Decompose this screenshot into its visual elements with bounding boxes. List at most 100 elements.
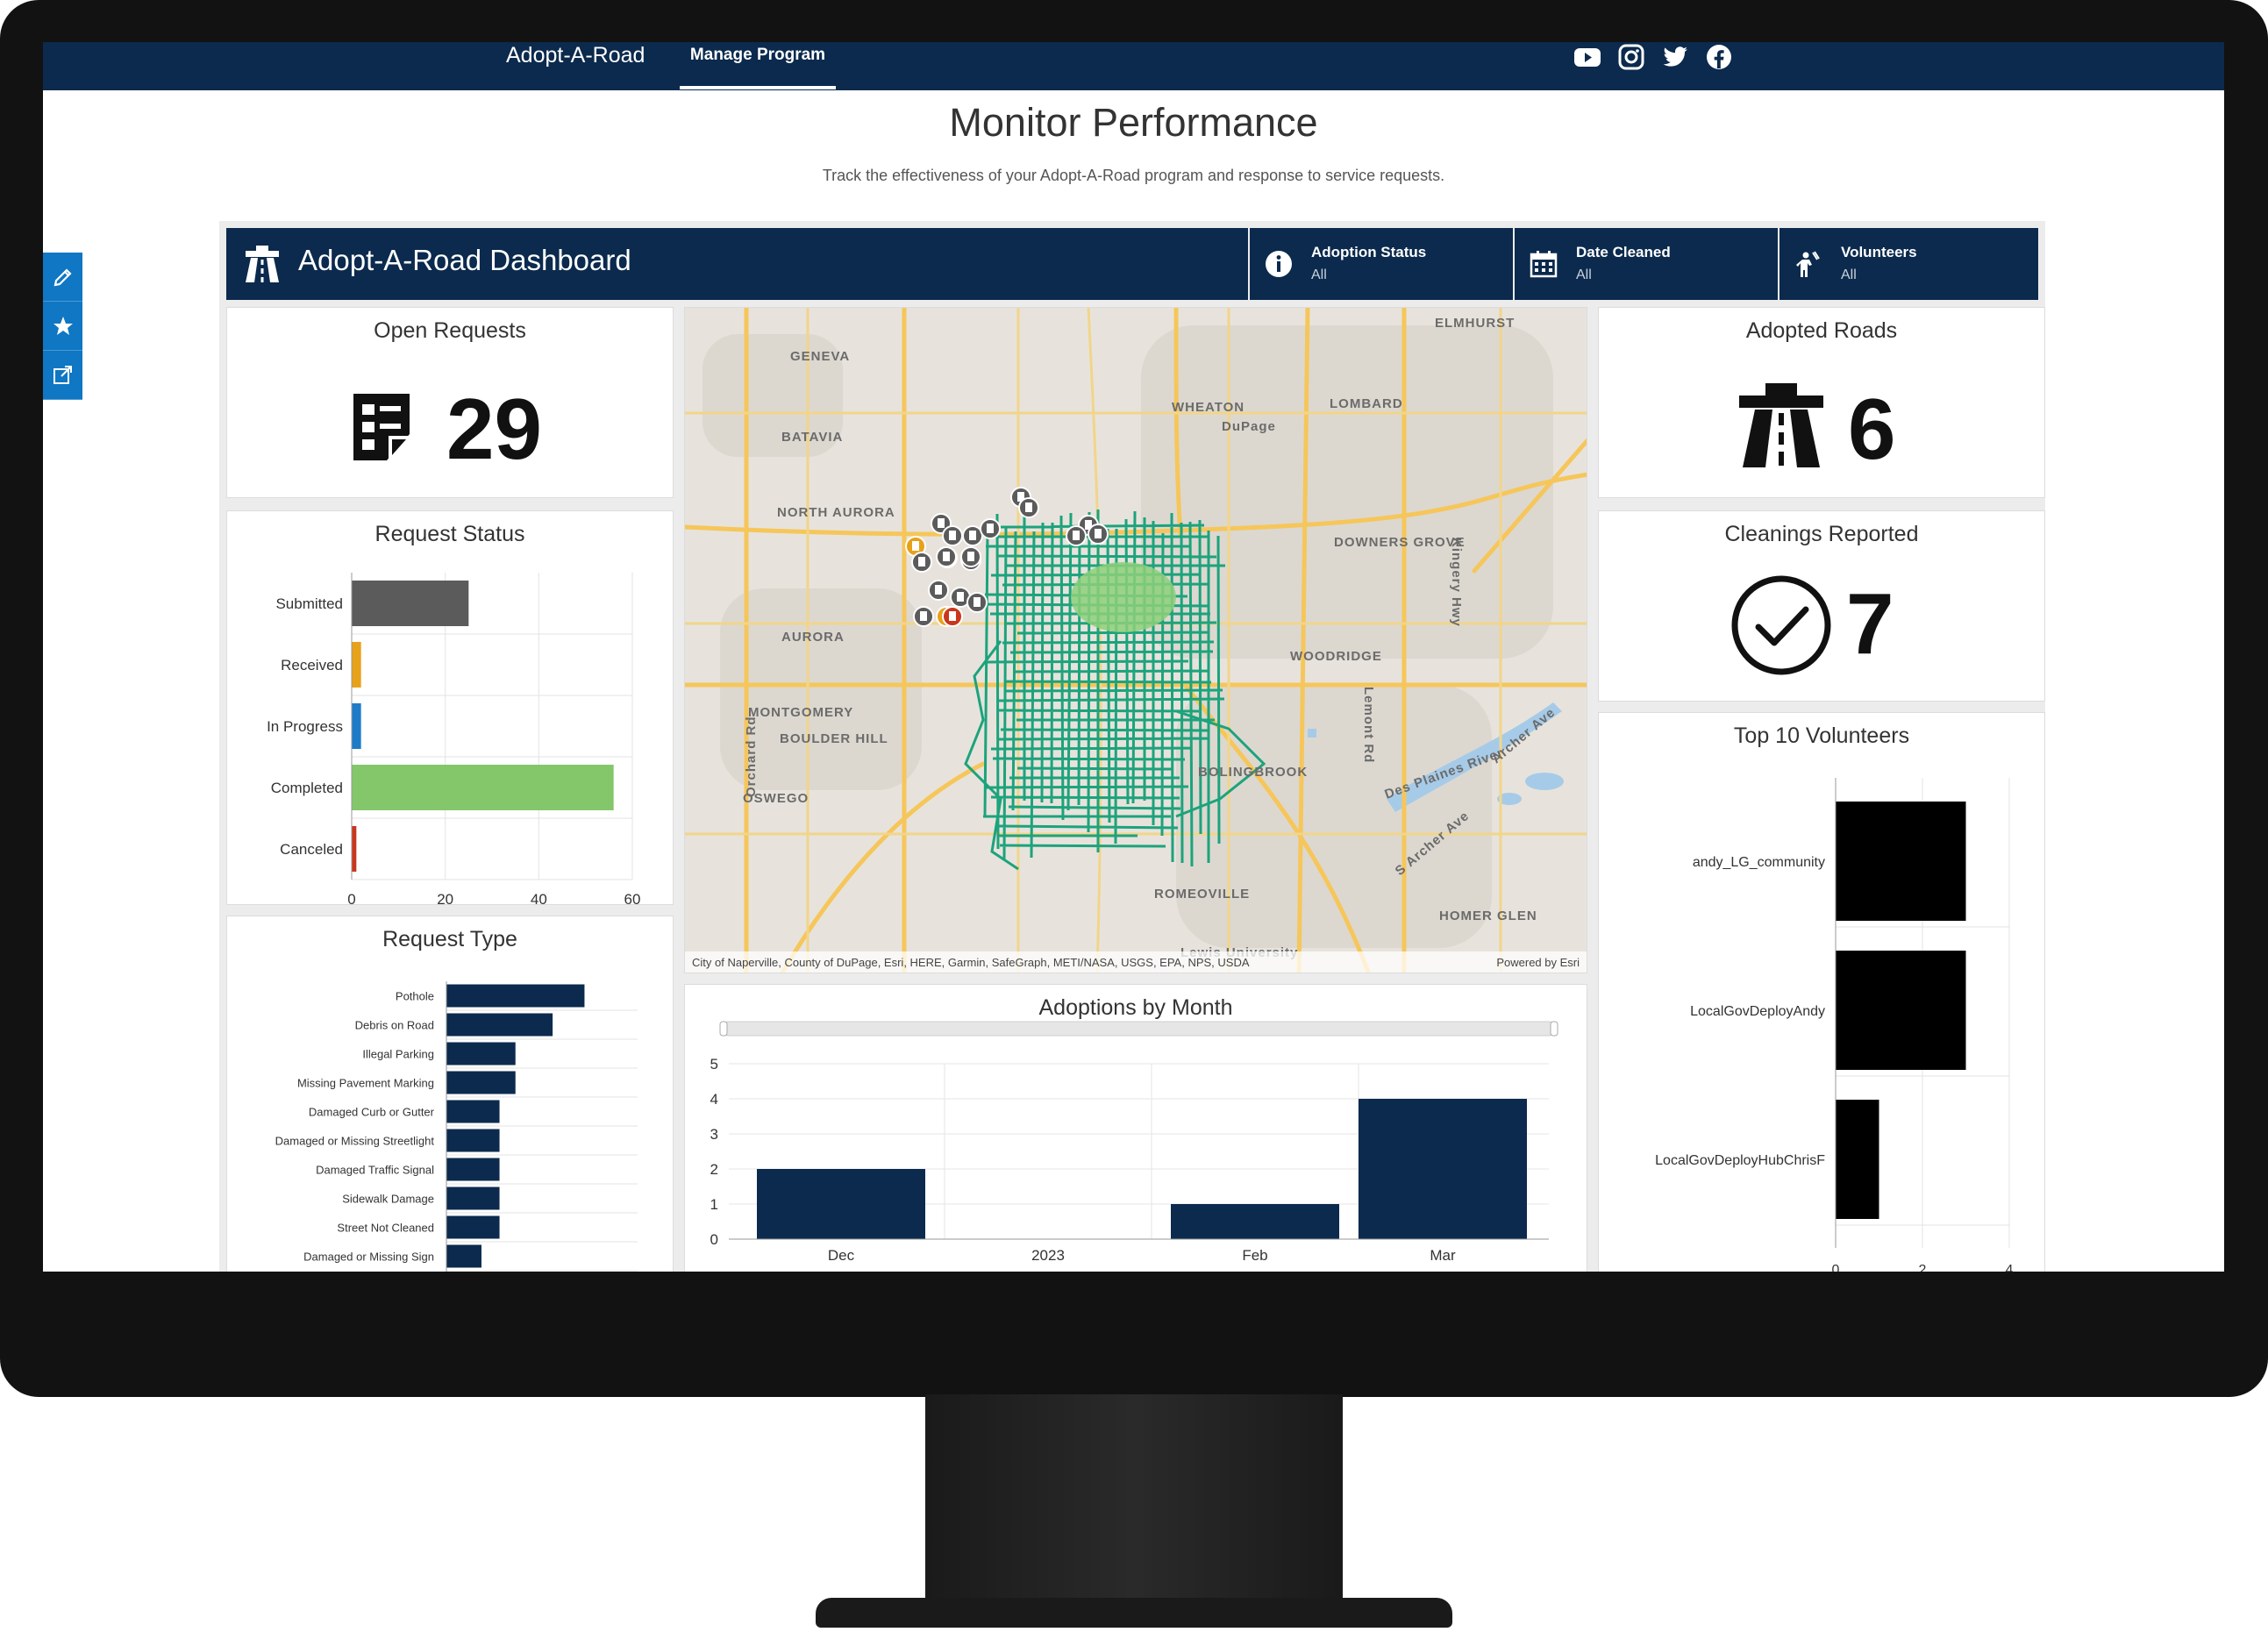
request-marker[interactable] [942, 606, 963, 627]
bar [1836, 951, 1966, 1070]
bar [1171, 1204, 1339, 1239]
request-marker[interactable] [942, 525, 963, 546]
open-requests-value: 29 [446, 381, 543, 477]
adoption-cluster[interactable] [1071, 562, 1176, 632]
info-icon [1266, 251, 1292, 277]
active-tab-underline [680, 86, 836, 89]
map-label: NORTH AURORA [777, 505, 895, 520]
y-tick-label: 5 [710, 1056, 718, 1073]
dashboard: Adopt-A-Road Dashboard Adoption Status A… [219, 221, 2045, 1272]
card-title: Adoptions by Month [1038, 995, 1233, 1020]
bar [1359, 1099, 1527, 1239]
y-category-label: Sidewalk Damage [342, 1193, 434, 1206]
map-attribution-bar [685, 951, 1587, 973]
calendar-icon [1530, 251, 1558, 278]
bar [446, 1071, 516, 1094]
bar [446, 1013, 553, 1037]
y-category-label: Submitted [275, 595, 343, 612]
request-status-chart: 0 20 40 60 Submitted Received In Progress Compl… [267, 573, 641, 906]
request-marker[interactable] [962, 525, 983, 546]
nav-tab-manage-program[interactable]: Manage Program [680, 42, 836, 90]
x-tick-label: 2 [1919, 1263, 1927, 1272]
filter-volunteers[interactable]: Volunteers All [1778, 228, 2043, 300]
y-category-label: Missing Pavement Marking [297, 1077, 434, 1090]
cleanings-reported-value: 7 [1846, 575, 1894, 672]
request-marker[interactable] [913, 606, 934, 627]
request-marker[interactable] [1066, 525, 1087, 546]
x-category-label: Dec [828, 1247, 855, 1264]
request-marker[interactable] [1088, 524, 1109, 545]
top-volunteers-card: Top 10 Volunteers 0 2 4 andy_LG_community Lo… [1598, 712, 2045, 1272]
x-category-label: 2023 [1031, 1247, 1065, 1264]
x-tick-label: 20 [437, 891, 453, 906]
dashboard-header: Adopt-A-Road Dashboard Adoption Status A… [226, 228, 2038, 300]
y-tick-label: 0 [710, 1231, 718, 1248]
pencil-icon[interactable] [43, 253, 82, 302]
request-marker[interactable] [960, 546, 981, 567]
page-title: Monitor Performance [949, 100, 1318, 145]
bar [446, 1215, 500, 1239]
filter-adoption-status[interactable]: Adoption Status All [1248, 228, 1513, 300]
map-label: GENEVA [790, 349, 850, 364]
y-category-label: Damaged Traffic Signal [316, 1164, 434, 1177]
filter-value: All [1576, 267, 1592, 282]
map-view[interactable]: GENEVA BATAVIA NORTH AURORA AURORA MONTG… [684, 307, 1587, 973]
share-icon[interactable] [43, 351, 82, 400]
x-tick-label: 4 [2006, 1263, 2014, 1272]
range-slider [721, 1021, 1557, 1037]
filter-title: Volunteers [1841, 244, 1917, 260]
card-title: Request Status [374, 522, 525, 546]
request-marker[interactable] [980, 518, 1001, 539]
y-category-label: andy_LG_community [1693, 855, 1825, 870]
request-type-chart: Pothole Debris on Road Illegal Parking Miss… [275, 981, 638, 1272]
twitter-icon[interactable] [1661, 44, 1689, 70]
bar [352, 642, 361, 688]
facebook-icon[interactable] [1705, 44, 1733, 70]
youtube-icon[interactable] [1573, 44, 1601, 70]
y-tick-label: 2 [710, 1161, 718, 1178]
top-volunteers-chart: 0 2 4 andy_LG_community LocalGovDeployAndy Lo… [1655, 778, 2014, 1272]
y-category-label: Damaged Curb or Gutter [309, 1106, 435, 1119]
site-brand-label: Adopt-A-Road [506, 43, 645, 68]
card-title: Cleanings Reported [1724, 522, 1919, 546]
card-title: Request Type [382, 927, 517, 951]
map-label: Orchard Rd [744, 716, 759, 797]
y-category-label: Street Not Cleaned [337, 1222, 434, 1235]
site-brand[interactable]: Adopt-A-Road [506, 42, 645, 90]
adopted-roads-card: Adopted Roads 6 [1598, 307, 2045, 498]
y-category-label: Damaged or Missing Sign [303, 1251, 434, 1264]
x-tick-label: 0 [347, 891, 355, 906]
map-place-labels: GENEVA BATAVIA NORTH AURORA AURORA MONTG… [743, 316, 1558, 960]
range-slider-handle-right [1550, 1021, 1558, 1037]
request-marker[interactable] [966, 592, 988, 613]
bar [757, 1169, 925, 1239]
map-label: Lemont Rd [1361, 687, 1376, 763]
x-tick-label: 0 [1832, 1263, 1840, 1272]
map-label: WHEATON [1172, 400, 1245, 415]
instagram-icon[interactable] [1617, 44, 1645, 70]
cleanings-reported-card: Cleanings Reported 7 [1598, 510, 2045, 702]
y-category-label: Received [281, 657, 343, 673]
powered-by-esri[interactable]: Powered by Esri [1496, 956, 1580, 969]
request-marker[interactable] [911, 552, 932, 573]
request-marker[interactable] [936, 546, 957, 567]
filter-date-cleaned[interactable]: Date Cleaned All [1513, 228, 1778, 300]
map-label: DuPage [1222, 419, 1276, 434]
bar [352, 703, 361, 749]
map-label: OSWEGO [743, 791, 809, 806]
request-marker[interactable] [1018, 497, 1039, 518]
bar [446, 1129, 500, 1152]
request-type-card: Request Type Pothole Debris on Road Illega… [226, 916, 674, 1272]
y-category-label: Canceled [280, 841, 343, 858]
bar [1836, 1100, 1879, 1219]
y-category-label: LocalGovDeployAndy [1690, 1004, 1825, 1019]
checkmark-circle-icon [1731, 575, 1831, 675]
star-icon[interactable] [43, 302, 82, 351]
map-label: DOWNERS GROVE [1334, 535, 1466, 550]
x-tick-label: 60 [624, 891, 641, 906]
map-canvas[interactable]: GENEVA BATAVIA NORTH AURORA AURORA MONTG… [685, 308, 1587, 973]
y-tick-label: 4 [710, 1091, 718, 1108]
volunteer-icon [1796, 251, 1820, 277]
open-requests-card: Open Requests 29 [226, 307, 674, 498]
request-marker[interactable] [928, 580, 949, 601]
